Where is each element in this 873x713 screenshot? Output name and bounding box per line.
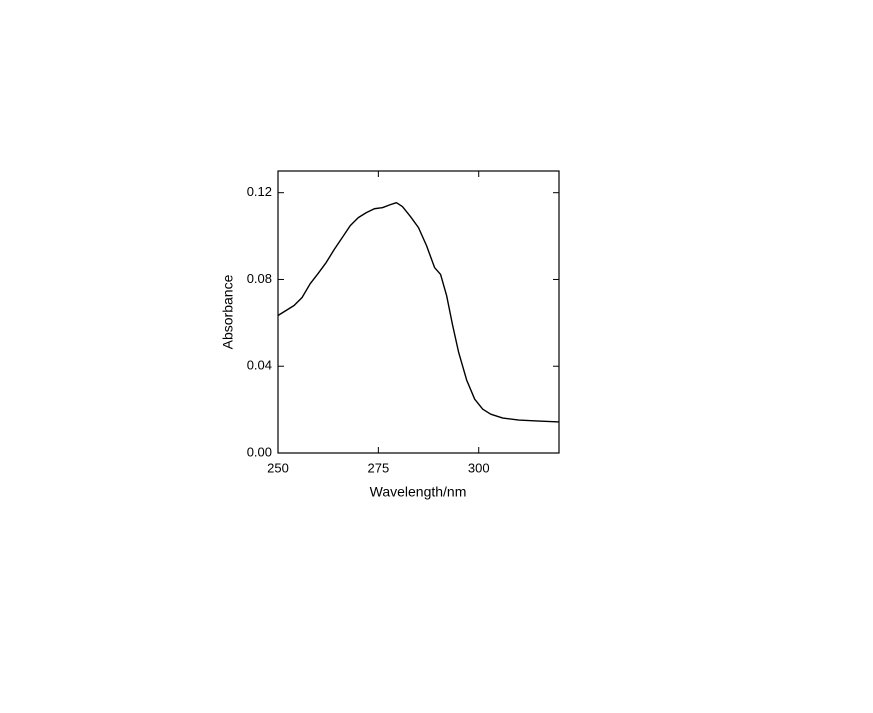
x-tick-label: 250: [267, 460, 289, 475]
plot-frame: [277, 170, 560, 454]
x-tick-label: 300: [468, 460, 490, 475]
x-axis-label: Wavelength/nm: [370, 484, 467, 500]
x-tick-label: 275: [368, 460, 390, 475]
y-tick-label: 0.12: [247, 184, 272, 199]
y-tick-label: 0.04: [247, 358, 272, 373]
y-tick-label: 0.00: [247, 444, 272, 459]
y-axis-label: Absorbance: [220, 274, 236, 349]
data-line: [277, 201, 560, 423]
y-tick-label: 0.08: [247, 271, 272, 286]
